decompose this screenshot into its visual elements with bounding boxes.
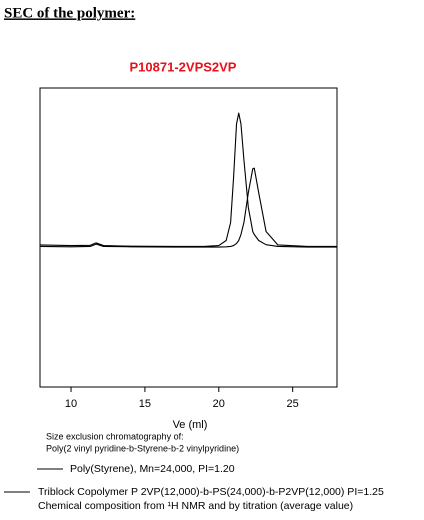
x-tick-label: 25 bbox=[287, 398, 299, 410]
x-axis-label: Ve (ml) bbox=[173, 419, 208, 431]
series-line bbox=[39, 112, 337, 248]
heading: SEC of the polymer: bbox=[4, 5, 135, 21]
x-tick-label: 10 bbox=[65, 398, 77, 410]
x-tick-label: 20 bbox=[213, 398, 225, 410]
x-tick-label: 15 bbox=[139, 398, 151, 410]
plot-frame bbox=[39, 87, 338, 388]
chart-title: P10871-2VPS2VP bbox=[130, 59, 237, 74]
series-line bbox=[39, 167, 337, 248]
caption: Poly(2 vinyl pyridine-b-Styrene-b-2 viny… bbox=[46, 443, 239, 453]
legend-note: Chemical composition from ¹H NMR and by … bbox=[38, 500, 353, 512]
caption: Size exclusion chromatography of: bbox=[46, 431, 184, 441]
legend-label: Poly(Styrene), Mn=24,000, PI=1.20 bbox=[70, 463, 235, 475]
legend-label: Triblock Copolymer P 2VP(12,000)-b-PS(24… bbox=[38, 486, 384, 498]
